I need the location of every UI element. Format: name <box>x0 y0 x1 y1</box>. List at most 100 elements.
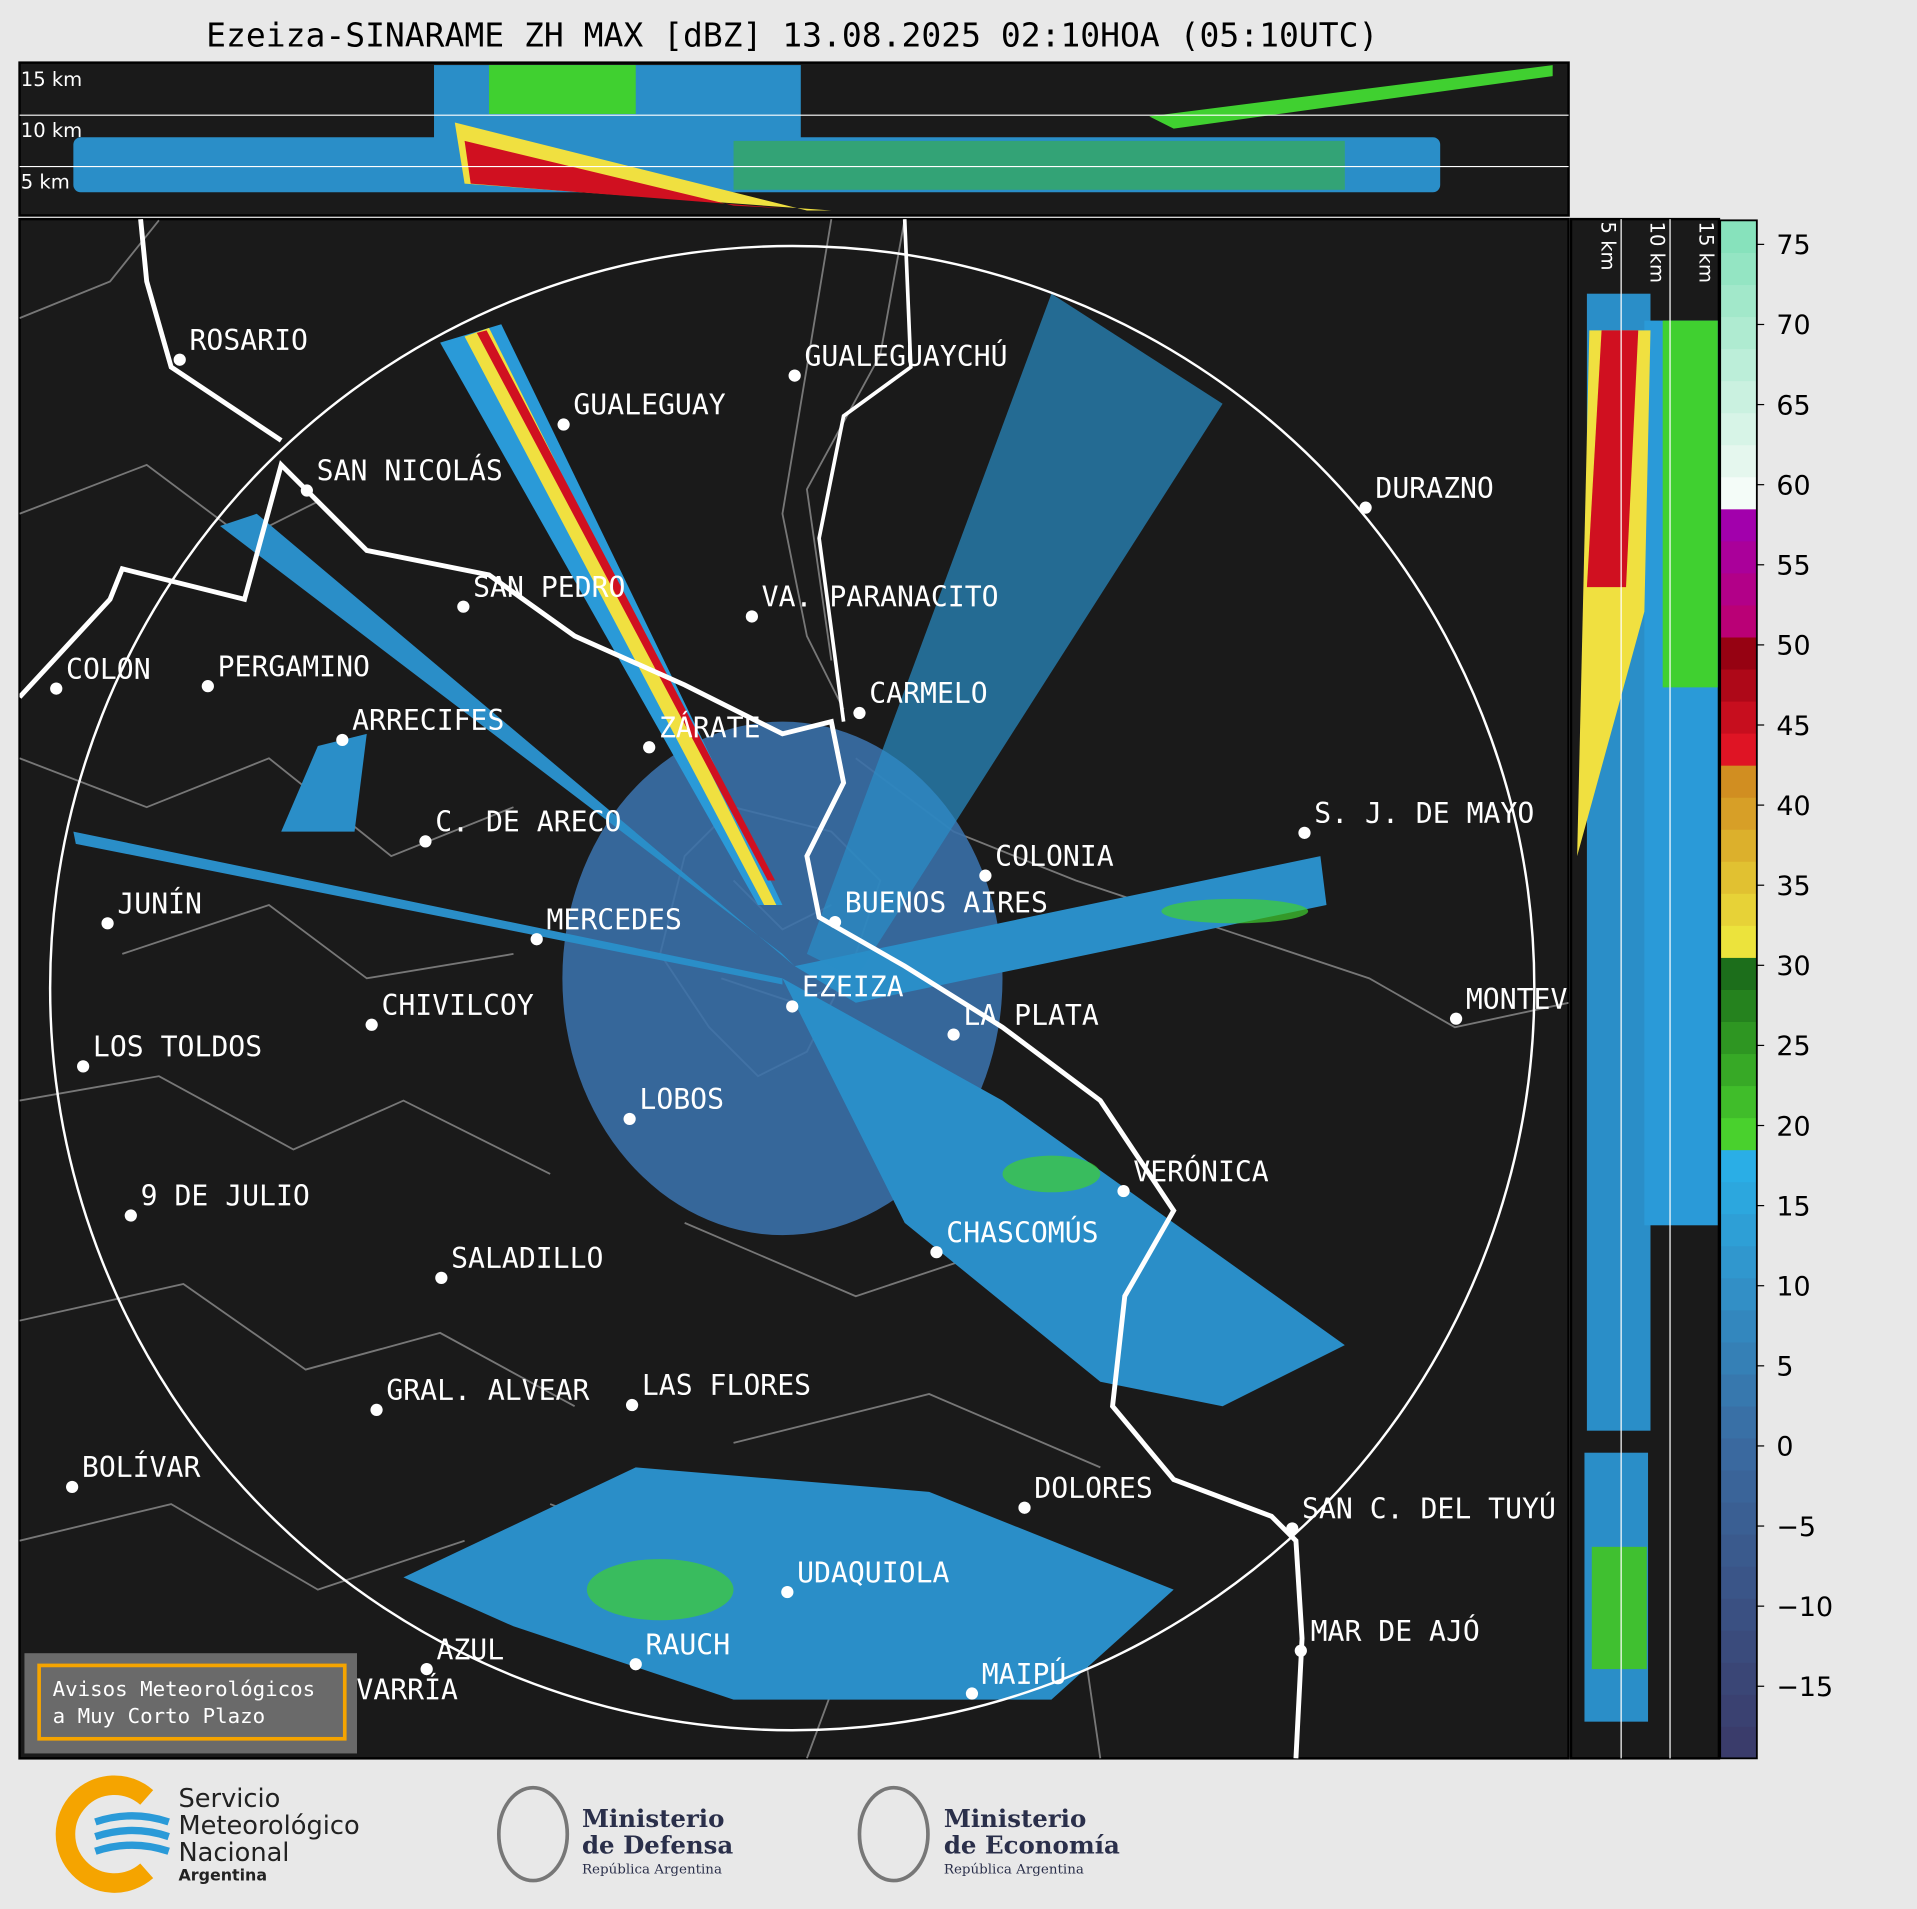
city-dot <box>101 917 114 930</box>
city-label: ZÁRATE <box>659 710 761 744</box>
colorbar-band <box>1720 252 1757 286</box>
colorbar-band <box>1720 1437 1757 1471</box>
title: Ezeiza-SINARAME ZH MAX [dBZ] 13.08.2025 … <box>206 16 1378 55</box>
colorbar-band <box>1720 1309 1757 1343</box>
city-label: DOLORES <box>1034 1472 1152 1505</box>
city-dot <box>1117 1184 1130 1198</box>
city-dot <box>457 600 470 613</box>
city-dot <box>66 1480 79 1494</box>
city-dot <box>435 1271 448 1284</box>
height-label: 5 km <box>21 171 70 194</box>
city-label: BUENOS AIRES <box>845 886 1048 919</box>
right-echo <box>1577 293 1718 1722</box>
colorbar-band <box>1720 1021 1757 1055</box>
colorbar-band <box>1720 829 1757 862</box>
colorbar-band <box>1720 765 1757 798</box>
coastline <box>19 460 1305 1759</box>
city-label: 9 DE JULIO <box>141 1180 310 1213</box>
notice-text: Avisos Meteorológicos <box>53 1677 316 1701</box>
colorbar-band <box>1720 957 1757 990</box>
colorbar-tick-label: 10 <box>1776 1272 1810 1303</box>
colorbar-band <box>1720 1181 1757 1215</box>
city-label: LOBOS <box>639 1083 724 1116</box>
colorbar-band <box>1720 733 1757 766</box>
logo-economia: Ministerio de Economía República Argenti… <box>857 1785 1120 1883</box>
city-label: DURAZNO <box>1375 472 1493 505</box>
colorbar-tick-label: −15 <box>1776 1672 1833 1703</box>
colorbar-band <box>1720 893 1757 926</box>
height-label: 15 km <box>21 68 82 91</box>
city-label: ROSARIO <box>189 324 307 357</box>
colorbar-band <box>1720 1598 1757 1631</box>
logo-defensa: Ministerio de Defensa República Argentin… <box>496 1785 733 1883</box>
city-dot <box>1294 1644 1307 1657</box>
city-dot <box>786 1000 799 1013</box>
city-label: UDAQUIOLA <box>797 1556 949 1589</box>
city-dot <box>629 1658 642 1671</box>
colorbar-band <box>1720 380 1757 414</box>
logo-text: Argentina <box>178 1866 267 1885</box>
colorbar-band <box>1720 540 1757 574</box>
city-label: CHIVILCOY <box>381 989 533 1022</box>
colorbar-band <box>1720 1630 1757 1663</box>
city-label: MONTEVIDEO <box>1466 983 1635 1016</box>
city-label: C. DE ARECO <box>435 806 621 839</box>
colorbar-tick-label: 30 <box>1776 951 1810 982</box>
city-label: GRAL. ALVEAR <box>386 1374 589 1407</box>
city-label: CARMELO <box>869 677 987 710</box>
colorbar-frame <box>1719 219 1758 1760</box>
city-label: COLON <box>66 653 151 686</box>
top-echo <box>73 65 1553 211</box>
city-dot <box>625 1398 639 1412</box>
colorbar-band <box>1720 636 1757 670</box>
city-dot <box>365 1018 378 1031</box>
city-dot <box>623 1112 636 1126</box>
colorbar-tick-label: 35 <box>1776 871 1810 902</box>
colorbar-band <box>1720 1117 1757 1151</box>
notice-box[interactable] <box>37 1663 347 1741</box>
colorbar-band <box>1720 1405 1757 1439</box>
city-dot <box>300 484 313 497</box>
colorbar-band <box>1720 861 1757 894</box>
city-label: GUALEGUAYCHÚ <box>804 339 1007 373</box>
city-dot <box>828 915 842 929</box>
city-dot <box>788 369 801 382</box>
colorbar-tick-label: 20 <box>1776 1111 1810 1142</box>
city-dot <box>557 418 570 431</box>
colorbar-band <box>1720 1149 1757 1183</box>
colorbar-tick-label: 60 <box>1776 470 1810 501</box>
city-dot <box>201 680 214 693</box>
colorbar-band <box>1720 1662 1757 1695</box>
colorbar-band <box>1720 1534 1757 1567</box>
city-label: RAUCH <box>646 1628 731 1661</box>
colorbar-band <box>1720 797 1757 830</box>
logo-smn: Servicio Meteorológico Nacional Argentin… <box>55 1775 360 1893</box>
colorbar-band <box>1720 444 1757 478</box>
colorbar-band <box>1720 476 1757 510</box>
river <box>138 219 283 443</box>
city-dot <box>1359 501 1372 514</box>
city-label: PERGAMINO <box>218 650 370 683</box>
city-label: EZEIZA <box>802 971 904 1004</box>
city-label: VERÓNICA <box>1133 1154 1268 1188</box>
colorbar-band <box>1720 348 1757 382</box>
city-dot <box>370 1403 383 1417</box>
city-dot <box>781 1585 794 1599</box>
city-label: LOS TOLDOS <box>93 1031 262 1064</box>
colorbar-band <box>1720 1566 1757 1599</box>
colorbar-tick-label: 75 <box>1776 230 1810 261</box>
colorbar-band <box>1720 700 1757 734</box>
colorbar-tick-label: 5 <box>1776 1352 1793 1383</box>
city-label: AZUL <box>436 1633 504 1666</box>
logo-text: de Defensa <box>582 1831 733 1860</box>
city-label: CHASCOMÚS <box>946 1215 1098 1249</box>
colorbar-tick-label: 55 <box>1776 551 1810 582</box>
colorbar-band <box>1720 668 1757 702</box>
city-dot <box>1298 826 1311 839</box>
city-label: LA PLATA <box>963 999 1098 1032</box>
colorbar-band <box>1720 1373 1757 1407</box>
city-dot <box>947 1028 960 1041</box>
colorbar-tick-label: 25 <box>1776 1031 1810 1062</box>
colorbar-band <box>1720 604 1757 638</box>
city-label: JUNÍN <box>117 887 202 921</box>
